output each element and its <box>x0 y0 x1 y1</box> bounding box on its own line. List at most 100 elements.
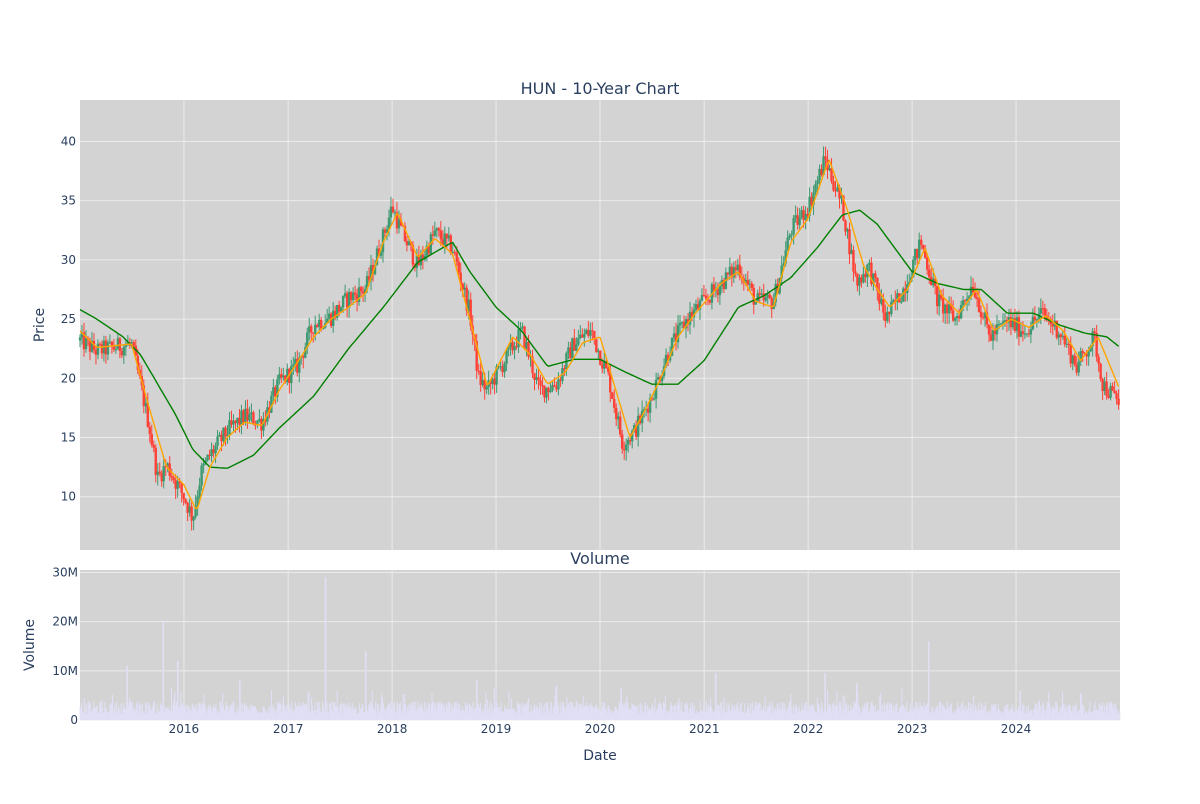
volume-bar <box>680 710 682 720</box>
volume-bar <box>342 703 344 720</box>
candle-body <box>256 420 259 425</box>
candle-body <box>483 379 486 390</box>
volume-bar <box>563 701 565 720</box>
candle-body <box>469 299 472 326</box>
candle-body <box>878 290 881 304</box>
volume-bar <box>806 710 808 720</box>
candle-body <box>206 454 209 461</box>
candle-body <box>110 341 114 347</box>
volume-bar <box>215 703 217 720</box>
volume-bar <box>550 701 552 720</box>
candle-body <box>405 241 409 246</box>
volume-bar <box>428 701 430 720</box>
volume-bar <box>416 709 419 720</box>
volume-bar <box>1068 703 1070 720</box>
volume-bar <box>678 697 680 720</box>
volume-bar <box>798 706 800 720</box>
volume-bar <box>734 709 736 720</box>
volume-bar <box>123 707 126 720</box>
candle-body <box>222 427 225 442</box>
date-x-tick-label: 2019 <box>481 722 512 736</box>
volume-bar <box>897 712 899 720</box>
volume-bar <box>663 703 665 720</box>
volume-spike-bar <box>927 641 930 720</box>
volume-bar <box>84 713 86 720</box>
candle-body <box>236 417 239 424</box>
candle-body <box>226 435 229 437</box>
volume-bar <box>447 702 449 720</box>
volume-bar <box>774 708 777 720</box>
volume-bar <box>308 690 310 720</box>
candle-body <box>874 273 877 278</box>
volume-bar <box>269 706 271 720</box>
volume-bar <box>546 701 548 720</box>
volume-bar <box>933 712 935 720</box>
volume-bar <box>667 711 669 720</box>
volume-bar <box>1007 703 1009 720</box>
candle-body <box>579 334 582 339</box>
volume-bar <box>1091 711 1093 720</box>
volume-bar <box>212 704 214 720</box>
volume-bar <box>446 702 448 720</box>
volume-bar <box>170 687 173 720</box>
volume-bar <box>548 706 550 720</box>
volume-bar <box>244 702 246 720</box>
volume-bar <box>1011 704 1013 720</box>
candle-body <box>82 332 86 350</box>
volume-bar <box>328 703 331 720</box>
candle-body <box>842 195 845 221</box>
volume-bar <box>895 703 897 720</box>
volume-bar <box>159 702 161 720</box>
volume-bar <box>211 712 214 720</box>
date-axis-title: Date <box>583 748 616 764</box>
volume-bar <box>92 708 94 720</box>
candle-body <box>670 337 674 356</box>
candle-body <box>1079 351 1082 362</box>
volume-bar <box>954 713 956 720</box>
volume-bar <box>908 711 910 720</box>
candle-body <box>959 305 963 319</box>
volume-bar <box>891 710 894 720</box>
volume-bar <box>314 702 316 720</box>
volume-bar <box>1103 704 1105 720</box>
candle-body <box>872 273 875 284</box>
volume-bar <box>448 701 450 720</box>
candle-body <box>754 301 757 305</box>
volume-bar <box>119 714 121 720</box>
volume-bar <box>591 707 593 720</box>
volume-bar <box>1013 712 1015 720</box>
volume-bar <box>287 704 289 720</box>
candle-body <box>84 337 88 350</box>
volume-bar <box>601 701 603 720</box>
volume-bar <box>277 703 279 720</box>
volume-bar <box>90 712 92 720</box>
volume-y-tick-label: 10M <box>52 664 78 678</box>
volume-bar <box>869 706 871 720</box>
candle-body <box>939 294 943 299</box>
candle-body <box>914 248 917 260</box>
volume-bar <box>1039 705 1041 720</box>
volume-bar <box>508 691 510 720</box>
candle-body <box>1075 364 1078 373</box>
candle-body <box>148 426 151 434</box>
volume-bar <box>1038 701 1040 720</box>
volume-bar <box>449 703 451 720</box>
volume-bar <box>877 709 879 720</box>
volume-bar <box>286 705 288 720</box>
volume-bar <box>654 697 656 720</box>
candle-body <box>646 408 650 413</box>
volume-bar <box>685 702 687 720</box>
volume-bar <box>492 711 495 720</box>
volume-bar <box>728 702 730 720</box>
volume-bar <box>222 693 224 720</box>
candle-body <box>834 190 837 192</box>
volume-bar <box>579 703 581 720</box>
volume-bar <box>351 710 353 720</box>
volume-bar <box>652 710 654 720</box>
volume-bar <box>167 706 169 720</box>
volume-bar <box>208 704 210 720</box>
volume-bar <box>646 705 648 720</box>
candle-body <box>630 430 634 442</box>
volume-bar <box>1003 707 1005 720</box>
volume-bar <box>743 712 745 720</box>
